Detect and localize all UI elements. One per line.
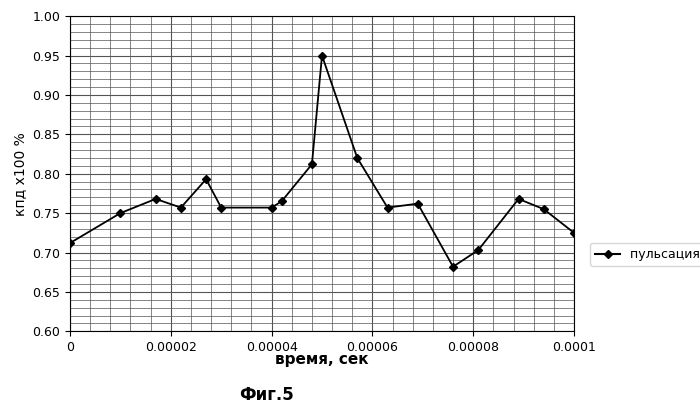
Legend: пульсация кпд: пульсация кпд [590,243,700,266]
Text: время, сек: время, сек [275,351,369,366]
Y-axis label: кпд х100 %: кпд х100 % [13,132,27,216]
Text: Фиг.5: Фиг.5 [239,386,293,404]
